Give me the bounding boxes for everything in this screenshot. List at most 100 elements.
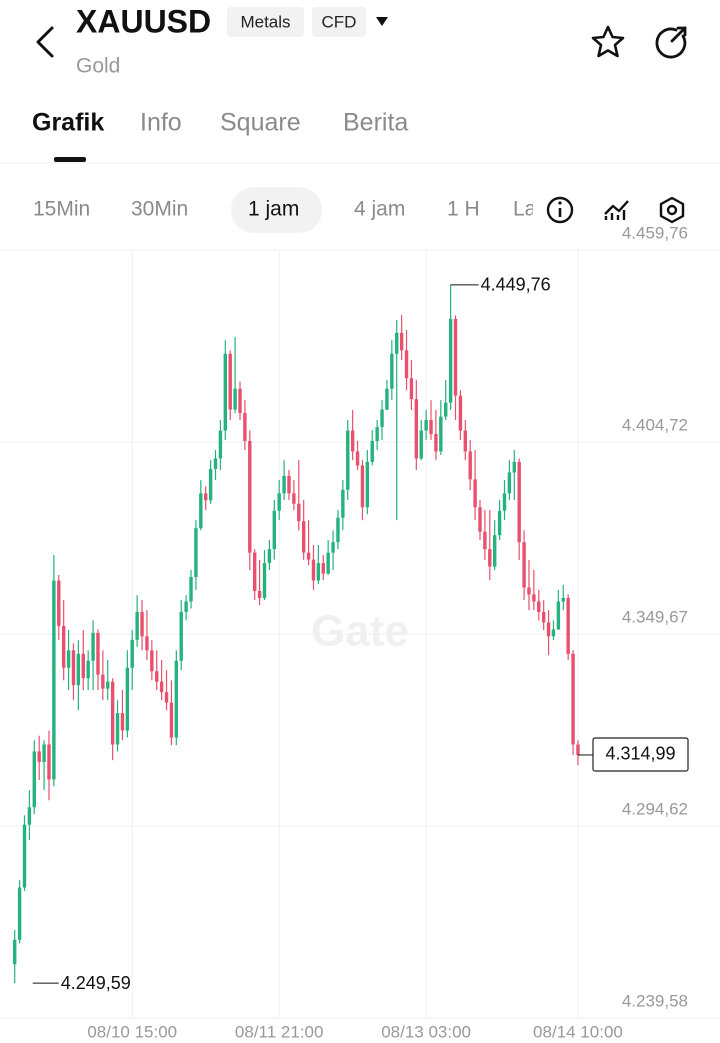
settings-icon[interactable] bbox=[659, 196, 685, 224]
candle-body bbox=[37, 751, 41, 762]
candle-body bbox=[199, 493, 203, 529]
candle-body bbox=[135, 611, 139, 640]
candle-body bbox=[419, 430, 423, 459]
candle-body bbox=[115, 713, 120, 745]
tab[interactable]: Grafik bbox=[32, 109, 104, 137]
candle-body bbox=[365, 461, 370, 508]
candle-body bbox=[502, 493, 507, 511]
indicator-icon[interactable] bbox=[604, 200, 629, 215]
candle-body bbox=[233, 388, 237, 410]
interval[interactable]: 30Min bbox=[131, 198, 188, 221]
candle-body bbox=[22, 824, 27, 888]
tab[interactable]: Square bbox=[220, 109, 301, 137]
share-icon[interactable] bbox=[655, 27, 687, 59]
candle-body bbox=[243, 413, 247, 442]
candle-body bbox=[140, 611, 144, 637]
candle-body bbox=[537, 601, 541, 612]
candle-body bbox=[17, 887, 22, 940]
chart: Gate 4.459,76 4.404,72 4.349,67 4.294,62 4.2… bbox=[0, 223, 720, 1041]
back-button[interactable] bbox=[36, 26, 54, 58]
min-label: 4.249,59 bbox=[61, 973, 131, 993]
candle-body bbox=[297, 503, 301, 522]
candle-body bbox=[414, 399, 419, 459]
candle-body bbox=[492, 535, 497, 567]
candle-body bbox=[512, 461, 516, 473]
x-tick-label: 08/10 15:00 bbox=[87, 1022, 177, 1041]
candle-body bbox=[42, 744, 46, 762]
candle-body bbox=[385, 388, 389, 410]
info-icon[interactable] bbox=[546, 196, 574, 224]
candle-body bbox=[238, 388, 242, 414]
candle-body bbox=[189, 577, 193, 602]
candle-body bbox=[145, 636, 149, 651]
candle-body bbox=[316, 563, 321, 581]
candle-body bbox=[47, 744, 51, 780]
candle-body bbox=[223, 353, 228, 431]
toolbar-bg bbox=[533, 186, 720, 234]
candle-body bbox=[395, 332, 399, 354]
candle-body bbox=[159, 681, 164, 693]
candle-body bbox=[551, 629, 556, 637]
candle-body bbox=[404, 350, 409, 379]
interval[interactable]: 1 jam bbox=[248, 198, 299, 221]
candle-body bbox=[184, 601, 188, 612]
dropdown[interactable] bbox=[376, 17, 388, 26]
candle-body bbox=[409, 378, 414, 400]
candle-body bbox=[522, 542, 526, 588]
candle-body bbox=[262, 563, 267, 598]
candle-body bbox=[566, 597, 570, 654]
candle-body bbox=[571, 653, 575, 745]
candle-body bbox=[287, 475, 291, 494]
interval[interactable]: La bbox=[513, 198, 537, 221]
candle-body bbox=[267, 549, 272, 564]
x-tick-label: 08/11 21:00 bbox=[235, 1022, 324, 1041]
candle-body bbox=[252, 552, 257, 591]
candle-body bbox=[150, 650, 154, 672]
y-tick-label: 4.239,58 bbox=[622, 991, 688, 1010]
tab[interactable]: Berita bbox=[343, 109, 408, 137]
candle-body bbox=[468, 451, 472, 480]
candle-body bbox=[120, 713, 125, 731]
candle-body bbox=[527, 587, 531, 595]
watermark: Gate bbox=[311, 607, 409, 656]
candle-body bbox=[76, 653, 81, 686]
candle-body bbox=[370, 441, 374, 462]
candle-body bbox=[110, 681, 115, 745]
instrument-name: Gold bbox=[76, 55, 120, 78]
interval[interactable]: 1 H bbox=[447, 198, 480, 221]
candle-body bbox=[346, 430, 350, 490]
candle-body bbox=[424, 420, 428, 431]
candle-body bbox=[61, 625, 66, 668]
candle-body bbox=[81, 653, 85, 679]
candle-body bbox=[483, 531, 487, 550]
candle-body bbox=[478, 507, 482, 532]
candle-body bbox=[375, 427, 379, 442]
candle-body bbox=[12, 939, 17, 965]
favorite-icon[interactable] bbox=[591, 25, 625, 58]
candle-body bbox=[57, 580, 61, 626]
candle-body bbox=[576, 744, 580, 755]
candle-body bbox=[194, 528, 198, 578]
candle-body bbox=[341, 489, 345, 518]
y-tick-label: 4.404,72 bbox=[622, 415, 688, 434]
interval-selected-bg bbox=[231, 187, 322, 233]
candle-body bbox=[453, 318, 458, 396]
interval[interactable]: 4 jam bbox=[354, 198, 405, 221]
candle-body bbox=[439, 416, 443, 452]
y-tick-label: 4.294,62 bbox=[622, 800, 688, 819]
candle-body bbox=[91, 632, 95, 661]
symbol: XAUUSD bbox=[76, 3, 211, 39]
info-icon-dot bbox=[558, 201, 562, 205]
candle-body bbox=[66, 650, 71, 668]
candle-body bbox=[174, 660, 179, 738]
candle-body bbox=[507, 472, 512, 494]
candle-body bbox=[27, 807, 32, 825]
tab[interactable]: Info bbox=[140, 109, 182, 137]
candle-body bbox=[257, 590, 262, 598]
candle-body bbox=[321, 563, 325, 574]
candle-body bbox=[541, 611, 546, 623]
candle-body bbox=[326, 552, 330, 574]
candle-body bbox=[248, 441, 252, 553]
interval[interactable]: 15Min bbox=[33, 198, 90, 221]
